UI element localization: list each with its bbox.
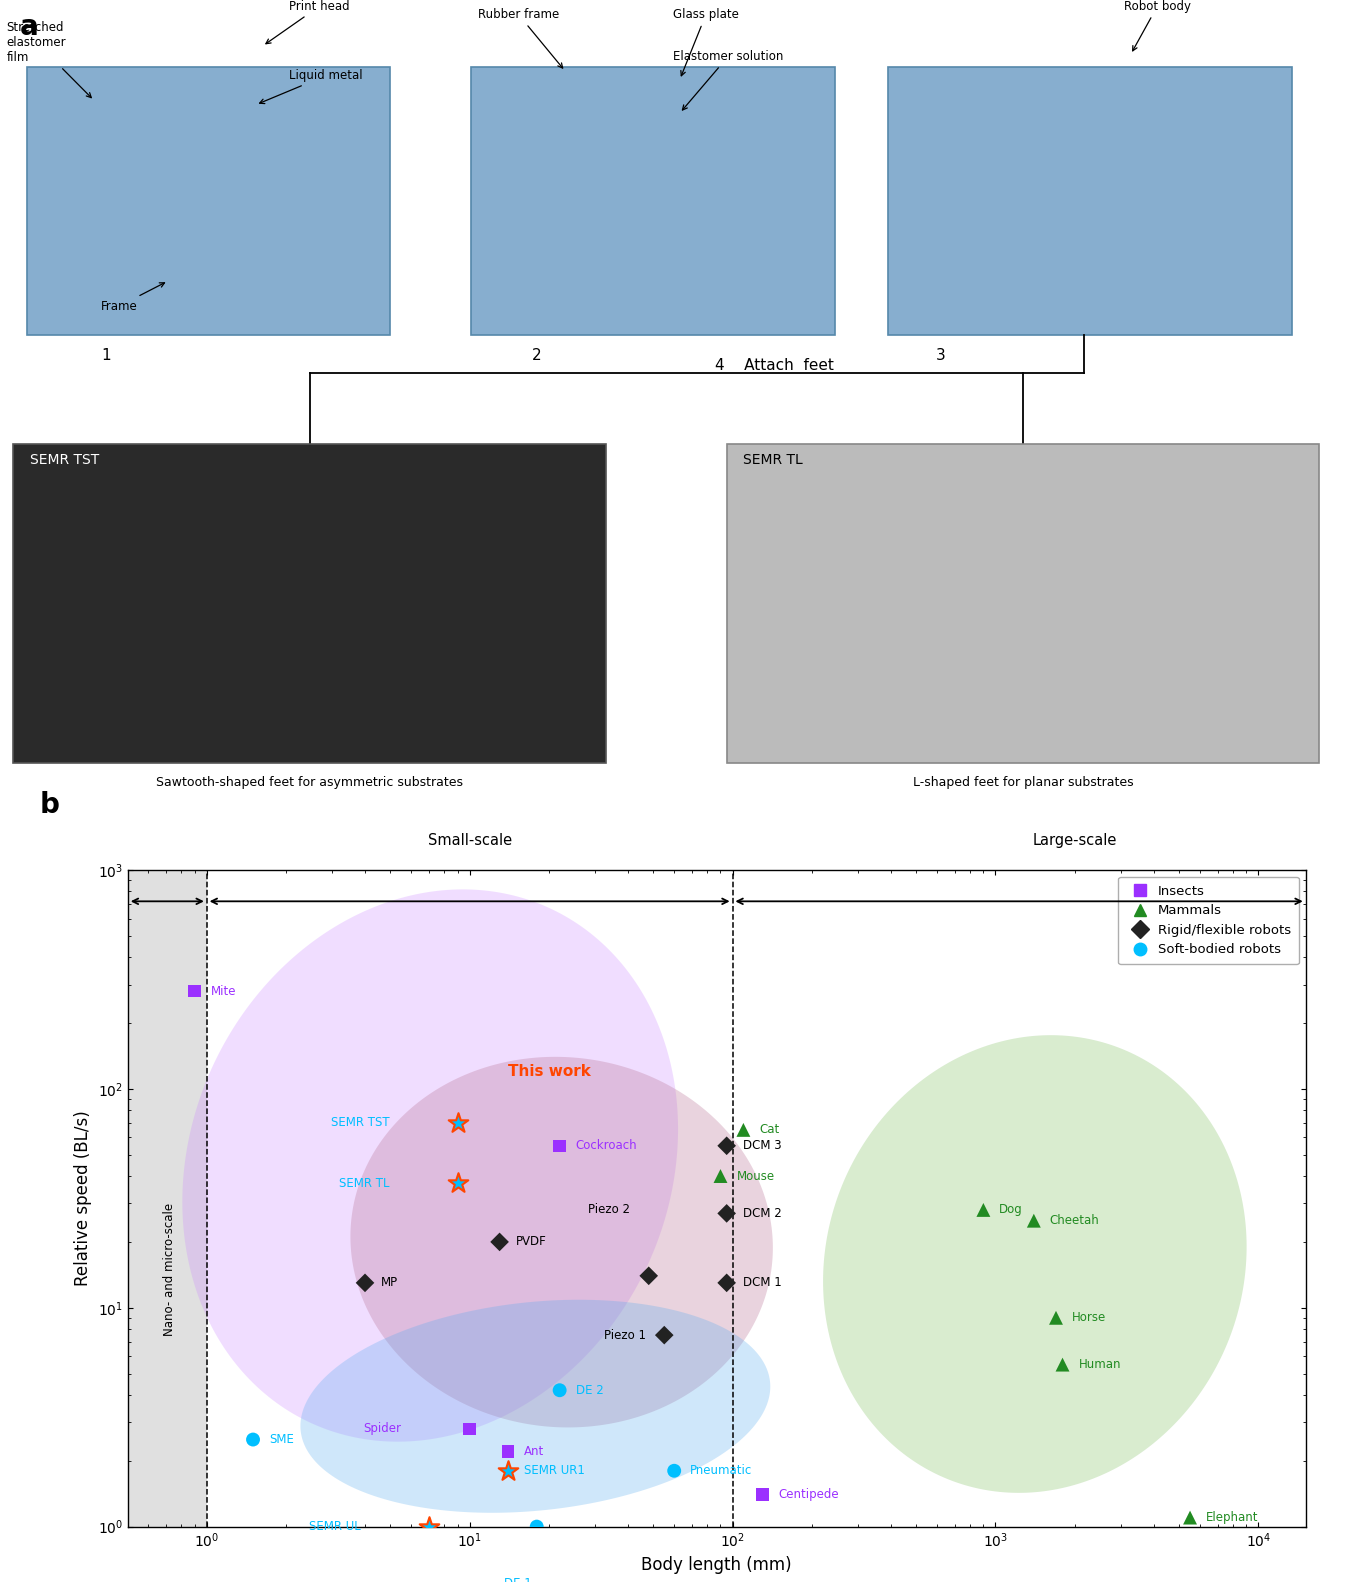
Text: DE 2: DE 2 bbox=[576, 1384, 603, 1397]
Text: SEMR TL: SEMR TL bbox=[743, 452, 802, 467]
Text: Cat: Cat bbox=[759, 1123, 779, 1136]
Point bbox=[459, 1416, 481, 1441]
Point bbox=[419, 1514, 440, 1539]
Text: Rubber frame: Rubber frame bbox=[478, 8, 563, 68]
Text: Liquid metal: Liquid metal bbox=[260, 70, 363, 103]
Text: SEMR TST: SEMR TST bbox=[30, 452, 98, 467]
Text: a: a bbox=[20, 13, 39, 41]
Text: SEMR TL: SEMR TL bbox=[339, 1177, 389, 1190]
Point bbox=[549, 1378, 571, 1403]
Text: 1: 1 bbox=[101, 348, 110, 362]
Text: DCM 1: DCM 1 bbox=[743, 1277, 782, 1289]
FancyBboxPatch shape bbox=[888, 66, 1292, 335]
Point bbox=[716, 1133, 738, 1158]
Text: Mite: Mite bbox=[211, 984, 236, 998]
Text: Spider: Spider bbox=[363, 1422, 401, 1435]
Text: Centipede: Centipede bbox=[778, 1489, 839, 1501]
Text: b: b bbox=[39, 791, 59, 819]
Point bbox=[184, 978, 206, 1003]
Point bbox=[1046, 1305, 1067, 1330]
Point bbox=[716, 1201, 738, 1226]
Point bbox=[638, 1262, 660, 1288]
Text: Piezo 1: Piezo 1 bbox=[604, 1329, 646, 1342]
Text: Large-scale: Large-scale bbox=[1032, 832, 1117, 848]
Text: DCM 3: DCM 3 bbox=[743, 1139, 781, 1152]
Point bbox=[549, 1133, 571, 1158]
Point bbox=[526, 1514, 548, 1539]
FancyBboxPatch shape bbox=[27, 66, 390, 335]
Text: Small-scale: Small-scale bbox=[428, 832, 511, 848]
Point bbox=[709, 1163, 731, 1188]
Point bbox=[1023, 1209, 1044, 1234]
Text: PVDF: PVDF bbox=[516, 1236, 546, 1248]
Point bbox=[654, 1323, 676, 1348]
Polygon shape bbox=[822, 1035, 1246, 1493]
Polygon shape bbox=[182, 889, 678, 1441]
Text: Cheetah: Cheetah bbox=[1050, 1215, 1100, 1228]
Point bbox=[497, 1440, 518, 1465]
Point bbox=[354, 1270, 376, 1296]
Text: Frame: Frame bbox=[101, 283, 164, 313]
X-axis label: Body length (mm): Body length (mm) bbox=[642, 1555, 791, 1574]
Text: Glass plate: Glass plate bbox=[673, 8, 739, 76]
Text: 3: 3 bbox=[935, 348, 945, 362]
Text: Sawtooth-shaped feet for asymmetric substrates: Sawtooth-shaped feet for asymmetric subs… bbox=[156, 775, 463, 788]
Point bbox=[751, 1482, 773, 1508]
Point bbox=[973, 1198, 995, 1223]
Text: Dog: Dog bbox=[999, 1204, 1023, 1217]
Point bbox=[716, 1270, 738, 1296]
Text: 4    Attach  feet: 4 Attach feet bbox=[715, 358, 833, 373]
Point bbox=[489, 1229, 510, 1255]
Polygon shape bbox=[350, 1057, 773, 1427]
Point bbox=[664, 1459, 685, 1484]
Text: Cockroach: Cockroach bbox=[576, 1139, 637, 1152]
Text: Piezo 2: Piezo 2 bbox=[588, 1204, 630, 1217]
Text: Elastomer solution: Elastomer solution bbox=[673, 51, 783, 111]
Text: Nano- and micro-scale: Nano- and micro-scale bbox=[163, 1202, 176, 1335]
Point bbox=[497, 1459, 518, 1484]
Point bbox=[447, 1111, 468, 1136]
Text: Print head: Print head bbox=[267, 0, 350, 44]
Text: This work: This work bbox=[507, 1065, 591, 1079]
Point bbox=[447, 1171, 468, 1196]
Point bbox=[732, 1117, 754, 1142]
Text: Stretched
elastomer
film: Stretched elastomer film bbox=[7, 21, 92, 98]
Text: SME: SME bbox=[269, 1433, 293, 1446]
Text: Robot body: Robot body bbox=[1124, 0, 1191, 51]
Text: Mouse: Mouse bbox=[736, 1169, 774, 1182]
Text: Horse: Horse bbox=[1071, 1311, 1106, 1324]
Text: Pneumatic: Pneumatic bbox=[690, 1465, 752, 1478]
Text: 2: 2 bbox=[532, 348, 541, 362]
Point bbox=[1051, 1353, 1073, 1378]
Text: Ant: Ant bbox=[524, 1446, 544, 1459]
Text: Human: Human bbox=[1078, 1357, 1121, 1372]
Point bbox=[1179, 1504, 1201, 1530]
Text: L-shaped feet for planar substrates: L-shaped feet for planar substrates bbox=[913, 775, 1133, 788]
Bar bbox=[727, 445, 1319, 763]
Bar bbox=[13, 445, 606, 763]
Text: SEMR UL: SEMR UL bbox=[308, 1520, 361, 1533]
Point bbox=[242, 1427, 264, 1452]
Bar bbox=[128, 870, 207, 1527]
Text: DCM 2: DCM 2 bbox=[743, 1207, 782, 1220]
Polygon shape bbox=[300, 1300, 770, 1512]
FancyBboxPatch shape bbox=[471, 66, 835, 335]
Y-axis label: Relative speed (BL/s): Relative speed (BL/s) bbox=[74, 1111, 92, 1286]
Text: MP: MP bbox=[381, 1277, 398, 1289]
Legend: Insects, Mammals, Rigid/flexible robots, Soft-bodied robots: Insects, Mammals, Rigid/flexible robots,… bbox=[1119, 876, 1299, 965]
Text: SEMR UR1: SEMR UR1 bbox=[524, 1465, 586, 1478]
Text: SEMR TST: SEMR TST bbox=[331, 1117, 389, 1130]
Text: DE 1: DE 1 bbox=[505, 1577, 532, 1582]
Text: Elephant: Elephant bbox=[1206, 1511, 1259, 1523]
